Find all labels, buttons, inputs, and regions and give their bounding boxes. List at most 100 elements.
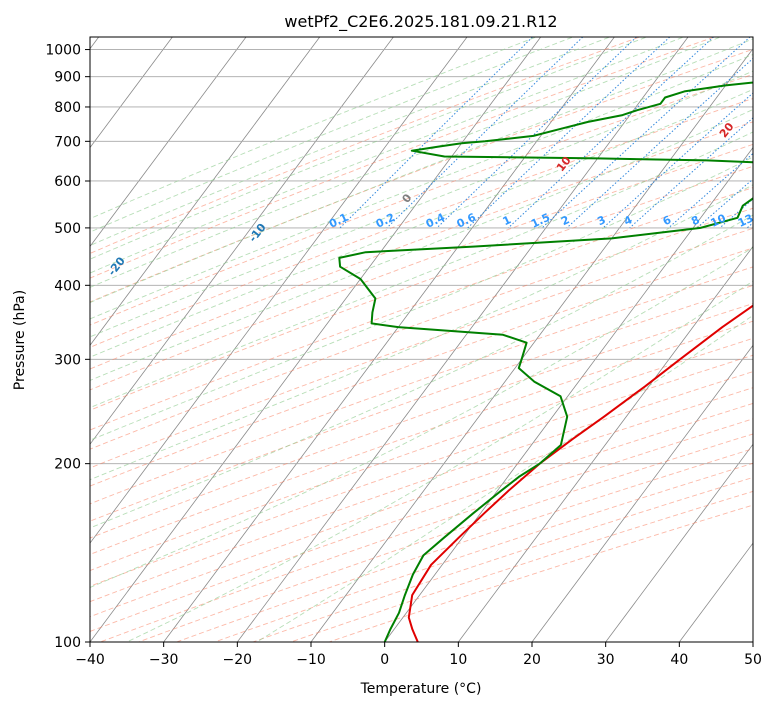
moist-adiabat-line bbox=[90, 156, 753, 441]
dry-adiabat-line bbox=[90, 337, 753, 572]
x-tick-label: 10 bbox=[449, 652, 467, 668]
plot-background-layer bbox=[90, 35, 775, 642]
isotherm-line bbox=[90, 37, 468, 544]
dry-adiabat-line bbox=[90, 48, 753, 303]
mixing-ratio-line bbox=[507, 37, 715, 229]
isotherm-line bbox=[90, 37, 247, 248]
mixing-ratio-line bbox=[602, 92, 753, 229]
x-axis-label: Temperature (°C) bbox=[360, 681, 482, 697]
isotherm-line bbox=[752, 641, 753, 642]
moist-adiabat-line bbox=[90, 37, 722, 288]
dry-adiabat-line bbox=[137, 433, 753, 642]
dry-adiabat-line bbox=[251, 476, 753, 642]
isotherm-line bbox=[531, 344, 753, 642]
mixing-ratio-label: 6 bbox=[661, 213, 674, 228]
dry-adiabat-line bbox=[90, 303, 753, 539]
y-tick-label: 700 bbox=[54, 134, 81, 150]
y-tick-label: 300 bbox=[54, 352, 81, 368]
mixing-ratio-line bbox=[541, 37, 751, 229]
y-tick-label: 600 bbox=[54, 174, 81, 190]
dry-adiabat-label: -20 bbox=[105, 254, 128, 278]
moist-adiabat-line bbox=[90, 88, 753, 358]
isotherm-line bbox=[90, 37, 394, 445]
temperature-profile-line bbox=[407, 304, 753, 642]
isotherm-line bbox=[678, 542, 753, 642]
moist-adiabat-line bbox=[90, 37, 538, 220]
isotherm-line bbox=[605, 443, 753, 642]
isotherm-line bbox=[90, 37, 173, 149]
y-tick-label: 900 bbox=[54, 70, 81, 86]
dry-adiabat-label: 20 bbox=[717, 120, 737, 140]
dry-adiabat-line bbox=[90, 165, 753, 411]
x-tick-label: −40 bbox=[75, 652, 105, 668]
y-tick-label: 400 bbox=[54, 278, 81, 294]
dry-adiabat-line bbox=[90, 121, 753, 370]
moist-adiabat-line bbox=[90, 37, 612, 247]
dry-adiabat-line bbox=[90, 354, 753, 587]
moist-adiabat-line bbox=[90, 184, 753, 481]
mixing-ratio-line bbox=[769, 35, 775, 228]
dry-adiabat-line bbox=[90, 97, 753, 348]
plot-data-layer bbox=[338, 81, 753, 642]
dry-adiabat-line bbox=[90, 227, 753, 469]
isotherm-line bbox=[457, 245, 753, 642]
x-tick-label: −10 bbox=[296, 652, 326, 668]
dry-adiabat-line bbox=[90, 247, 753, 487]
y-tick-label: 1000 bbox=[45, 43, 81, 59]
mixing-ratio-line bbox=[339, 37, 534, 229]
moist-adiabat-line bbox=[90, 109, 753, 381]
moist-adiabat-line bbox=[90, 131, 753, 409]
isotherm-line bbox=[310, 48, 753, 642]
mixing-ratio-line bbox=[696, 178, 753, 229]
moist-adiabat-line bbox=[90, 70, 753, 338]
y-tick-label: 200 bbox=[54, 457, 81, 473]
y-tick-label: 500 bbox=[54, 221, 81, 237]
x-tick-label: 50 bbox=[744, 652, 762, 668]
isotherm-line bbox=[163, 37, 615, 642]
dry-adiabat-line bbox=[90, 187, 753, 431]
isotherm-line bbox=[384, 146, 753, 642]
moist-adiabat-line bbox=[90, 53, 753, 320]
mixing-ratio-label: 10 bbox=[709, 211, 729, 229]
x-tick-label: 40 bbox=[670, 652, 688, 668]
moist-adiabat-line bbox=[90, 37, 575, 233]
mixing-ratio-line bbox=[629, 117, 753, 229]
moist-adiabat-line bbox=[90, 37, 685, 274]
moist-adiabat-line bbox=[90, 214, 753, 529]
x-tick-label: 0 bbox=[380, 652, 389, 668]
isotherm-line bbox=[90, 37, 542, 642]
dry-adiabat-label: -10 bbox=[246, 221, 269, 245]
dry-adiabat-line bbox=[90, 371, 753, 603]
dewpoint-profile-line bbox=[338, 81, 753, 642]
mixing-ratio-label: 1 bbox=[501, 213, 513, 228]
dry-adiabat-line bbox=[90, 37, 641, 254]
mixing-ratio-label: 2 bbox=[559, 213, 571, 228]
x-tick-label: 20 bbox=[523, 652, 541, 668]
mixing-ratio-line bbox=[386, 37, 584, 229]
mixing-ratio-label: 4 bbox=[622, 213, 635, 228]
dry-adiabat-line bbox=[90, 387, 753, 618]
moist-adiabat-line bbox=[90, 38, 753, 304]
x-tick-label: −30 bbox=[149, 652, 179, 668]
dry-adiabat-line bbox=[327, 504, 753, 642]
x-axis: −40 −30 −20 −10 0 10 20 30 40 50 bbox=[75, 642, 762, 668]
dry-adiabat-line bbox=[289, 490, 753, 642]
mixing-ratio-label: 13 bbox=[736, 212, 755, 230]
dry-adiabat-line bbox=[90, 143, 753, 391]
moist-adiabat-line bbox=[90, 246, 753, 588]
moist-adiabat-line bbox=[125, 280, 753, 642]
isotherm-line bbox=[90, 37, 321, 347]
dry-adiabat-line bbox=[90, 402, 753, 632]
dry-adiabat-line bbox=[90, 207, 753, 450]
y-axis: 100 200 300 400 500 600 700 800 900 1000 bbox=[45, 43, 90, 651]
dry-adiabat-line bbox=[90, 284, 753, 522]
x-tick-label: 30 bbox=[597, 652, 615, 668]
dry-adiabat-line bbox=[213, 462, 753, 642]
mixing-ratio-line bbox=[566, 57, 753, 229]
isotherm-line bbox=[236, 37, 689, 642]
y-tick-label: 800 bbox=[54, 100, 81, 116]
dry-adiabat-line bbox=[90, 73, 753, 326]
mixing-ratio-line bbox=[467, 37, 671, 229]
y-axis-label: Pressure (hPa) bbox=[12, 290, 28, 390]
